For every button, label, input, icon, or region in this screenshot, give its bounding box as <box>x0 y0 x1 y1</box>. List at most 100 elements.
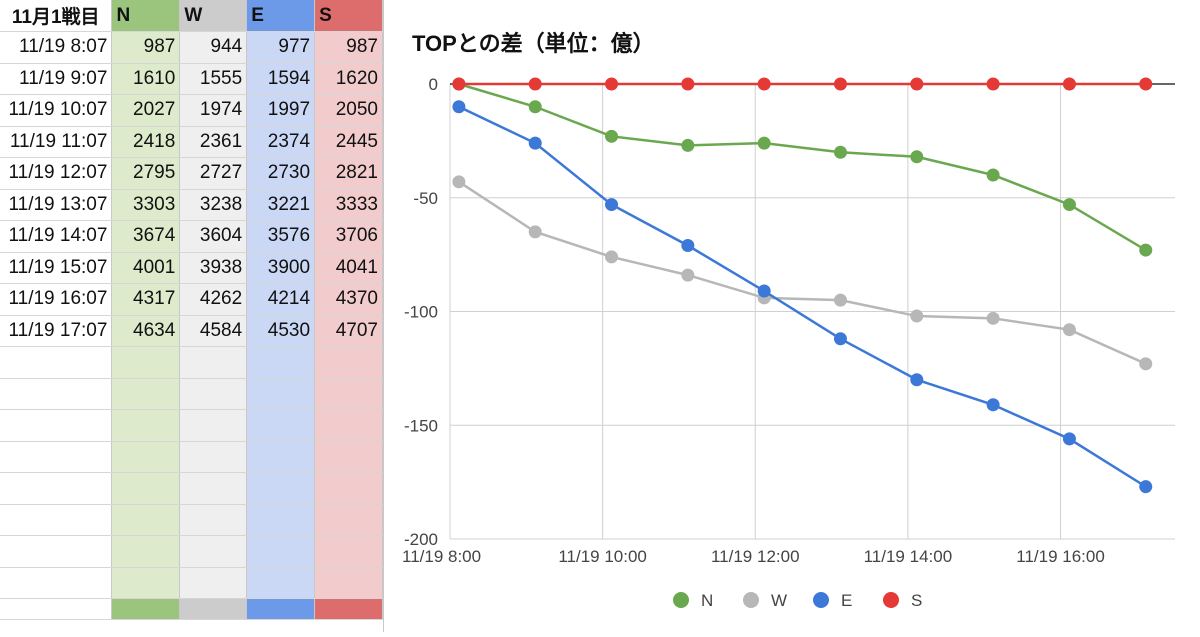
value-cell-w[interactable]: 3938 <box>179 252 248 284</box>
empty-cell[interactable] <box>0 567 113 599</box>
header-e[interactable]: E <box>246 0 316 32</box>
time-cell[interactable]: 11/19 12:07 <box>0 157 113 190</box>
value-cell-e[interactable]: 2374 <box>246 126 316 158</box>
empty-cell[interactable] <box>0 441 113 473</box>
value-cell-n[interactable]: 4317 <box>111 283 181 316</box>
value-cell-n[interactable]: 2418 <box>111 126 181 158</box>
value-cell-s[interactable]: 1620 <box>314 63 383 95</box>
footer-cell <box>111 598 181 620</box>
empty-cell[interactable] <box>314 567 383 599</box>
value-cell-n[interactable]: 2027 <box>111 94 181 127</box>
time-cell[interactable]: 11/19 11:07 <box>0 126 113 158</box>
empty-cell[interactable] <box>0 535 113 568</box>
empty-cell[interactable] <box>246 409 316 442</box>
value-cell-n[interactable]: 3674 <box>111 220 181 253</box>
empty-cell[interactable] <box>111 346 181 379</box>
value-cell-s[interactable]: 4370 <box>314 283 383 316</box>
empty-cell[interactable] <box>111 504 181 536</box>
empty-cell[interactable] <box>179 378 248 410</box>
empty-cell[interactable] <box>111 378 181 410</box>
empty-cell[interactable] <box>246 504 316 536</box>
value-cell-w[interactable]: 1555 <box>179 63 248 95</box>
empty-cell[interactable] <box>179 409 248 442</box>
value-cell-w[interactable]: 3238 <box>179 189 248 221</box>
value-cell-s[interactable]: 3333 <box>314 189 383 221</box>
value-cell-w[interactable]: 4584 <box>179 315 248 347</box>
empty-cell[interactable] <box>179 567 248 599</box>
empty-cell[interactable] <box>246 535 316 568</box>
legend-marker-s <box>883 592 899 608</box>
value-cell-w[interactable]: 2727 <box>179 157 248 190</box>
empty-cell[interactable] <box>0 378 113 410</box>
value-cell-n[interactable]: 4634 <box>111 315 181 347</box>
value-cell-s[interactable]: 987 <box>314 31 383 64</box>
empty-cell[interactable] <box>179 441 248 473</box>
time-cell[interactable]: 11/19 16:07 <box>0 283 113 316</box>
empty-cell[interactable] <box>111 409 181 442</box>
value-cell-s[interactable]: 2445 <box>314 126 383 158</box>
time-cell[interactable]: 11/19 8:07 <box>0 31 113 64</box>
value-cell-s[interactable]: 4707 <box>314 315 383 347</box>
legend-label-w: W <box>771 591 787 610</box>
empty-cell[interactable] <box>111 441 181 473</box>
empty-cell[interactable] <box>314 472 383 505</box>
data-point-e <box>1139 480 1153 494</box>
value-cell-s[interactable]: 3706 <box>314 220 383 253</box>
header-n[interactable]: N <box>111 0 181 32</box>
time-cell[interactable]: 11/19 10:07 <box>0 94 113 127</box>
value-cell-e[interactable]: 977 <box>246 31 316 64</box>
time-cell[interactable]: 11/19 13:07 <box>0 189 113 221</box>
empty-cell[interactable] <box>314 378 383 410</box>
empty-cell[interactable] <box>111 472 181 505</box>
empty-cell[interactable] <box>246 472 316 505</box>
empty-cell[interactable] <box>246 441 316 473</box>
corner-cell[interactable]: 11月1戦目 <box>0 0 113 32</box>
empty-cell[interactable] <box>111 567 181 599</box>
value-cell-w[interactable]: 3604 <box>179 220 248 253</box>
empty-cell[interactable] <box>314 535 383 568</box>
value-cell-w[interactable]: 4262 <box>179 283 248 316</box>
empty-cell[interactable] <box>246 346 316 379</box>
empty-cell[interactable] <box>246 378 316 410</box>
value-cell-e[interactable]: 4214 <box>246 283 316 316</box>
empty-cell[interactable] <box>314 504 383 536</box>
empty-cell[interactable] <box>179 504 248 536</box>
time-cell[interactable]: 11/19 17:07 <box>0 315 113 347</box>
value-cell-s[interactable]: 4041 <box>314 252 383 284</box>
value-cell-n[interactable]: 1610 <box>111 63 181 95</box>
header-s[interactable]: S <box>314 0 383 32</box>
value-cell-n[interactable]: 4001 <box>111 252 181 284</box>
empty-cell[interactable] <box>0 504 113 536</box>
value-cell-e[interactable]: 3900 <box>246 252 316 284</box>
value-cell-w[interactable]: 1974 <box>179 94 248 127</box>
value-cell-w[interactable]: 2361 <box>179 126 248 158</box>
empty-cell[interactable] <box>179 346 248 379</box>
value-cell-e[interactable]: 3221 <box>246 189 316 221</box>
empty-cell[interactable] <box>246 567 316 599</box>
time-cell[interactable]: 11/19 14:07 <box>0 220 113 253</box>
time-cell[interactable]: 11/19 15:07 <box>0 252 113 284</box>
value-cell-n[interactable]: 2795 <box>111 157 181 190</box>
empty-cell[interactable] <box>314 346 383 379</box>
value-cell-n[interactable]: 987 <box>111 31 181 64</box>
value-cell-n[interactable]: 3303 <box>111 189 181 221</box>
empty-cell[interactable] <box>314 409 383 442</box>
value-cell-w[interactable]: 944 <box>179 31 248 64</box>
empty-cell[interactable] <box>179 472 248 505</box>
empty-cell[interactable] <box>0 346 113 379</box>
value-cell-s[interactable]: 2050 <box>314 94 383 127</box>
value-cell-s[interactable]: 2821 <box>314 157 383 190</box>
empty-cell[interactable] <box>314 441 383 473</box>
time-cell[interactable]: 11/19 9:07 <box>0 63 113 95</box>
empty-cell[interactable] <box>0 472 113 505</box>
data-point-n <box>757 136 771 150</box>
empty-cell[interactable] <box>111 535 181 568</box>
empty-cell[interactable] <box>0 409 113 442</box>
header-w[interactable]: W <box>179 0 248 32</box>
value-cell-e[interactable]: 3576 <box>246 220 316 253</box>
value-cell-e[interactable]: 1997 <box>246 94 316 127</box>
value-cell-e[interactable]: 1594 <box>246 63 316 95</box>
value-cell-e[interactable]: 2730 <box>246 157 316 190</box>
value-cell-e[interactable]: 4530 <box>246 315 316 347</box>
empty-cell[interactable] <box>179 535 248 568</box>
